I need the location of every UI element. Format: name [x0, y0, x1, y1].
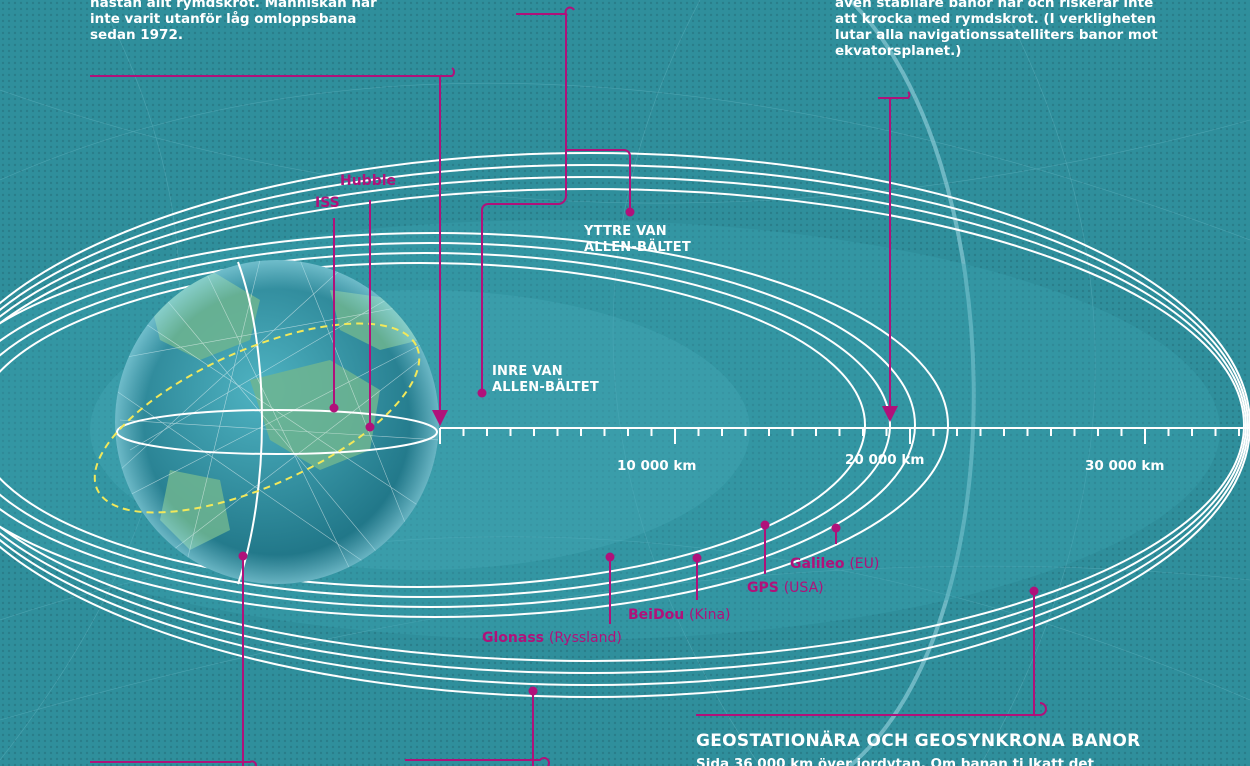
galileo-owner: (EU) — [849, 556, 880, 572]
cut-text: Sida 36 000 km över jordytan. Om banan t… — [696, 756, 1094, 766]
earth-surface-arrow — [432, 410, 448, 426]
belt-label-line: ALLEN-BÄLTET — [584, 240, 691, 255]
earth-meridian — [237, 261, 263, 585]
navigation-orbits — [0, 232, 949, 618]
left-note-line: sedan 1972. — [90, 27, 183, 43]
navigation-shell-outline — [848, 0, 976, 766]
left-note-line: inte varit utanför låg omloppsbana — [90, 11, 357, 27]
callout-dots — [238, 207, 1039, 696]
beidou-name: BeiDou — [628, 607, 685, 623]
right-note-line: lutar alla navigationssatelliters banor … — [835, 27, 1158, 43]
geo-orbits — [0, 152, 1250, 698]
beidou-label: BeiDou (Kina) — [628, 607, 731, 623]
low-orbit-dashed — [93, 322, 421, 514]
glonass-label: Glonass (Ryssland) — [482, 630, 622, 646]
right-note-line: även stabilare banor här och riskerar in… — [835, 0, 1154, 11]
geo-orbits-heading: GEOSTATIONÄRA OCH GEOSYNKRONA BANOR — [696, 731, 1141, 751]
callout-lines — [90, 6, 1047, 766]
scale-label-30000: 30 000 km — [1085, 458, 1165, 474]
right-note: även stabilare banor här och riskerar in… — [835, 0, 1215, 59]
scale-label-10000: 10 000 km — [617, 458, 697, 474]
navigation-orbit-arrow — [882, 406, 898, 422]
gps-label: GPS (USA) — [747, 580, 824, 596]
left-note-line: nästan allt rymdskrot. Människan har — [90, 0, 377, 11]
hubble-label: Hubble — [340, 173, 397, 189]
outer-belt-label: YTTRE VAN ALLEN-BÄLTET — [584, 224, 691, 256]
galileo-label: Galileo (EU) — [790, 556, 879, 572]
belt-label-line: ALLEN-BÄLTET — [492, 380, 599, 395]
earth-globe — [115, 260, 439, 585]
scale-label-20000: 20 000 km — [845, 452, 925, 468]
glonass-owner: (Ryssland) — [548, 630, 622, 646]
inner-belt-label: INRE VAN ALLEN-BÄLTET — [492, 364, 599, 396]
right-note-line: ekvatorsplanet.) — [835, 43, 962, 59]
gps-owner: (USA) — [783, 580, 824, 596]
belt-label-line: YTTRE VAN — [584, 224, 667, 239]
iss-label: ISS — [315, 195, 340, 211]
cut-text-clip: Sida 36 000 km över jordytan. Om banan t… — [696, 756, 1216, 766]
beidou-owner: (Kina) — [689, 607, 731, 623]
earth-equator — [116, 409, 438, 455]
gps-name: GPS — [747, 580, 779, 596]
glonass-name: Glonass — [482, 630, 544, 646]
belt-label-line: INRE VAN — [492, 364, 563, 379]
right-note-line: att krocka med rymdskrot. (I verklighete… — [835, 11, 1156, 27]
distance-scale-ticks — [439, 428, 1240, 444]
galileo-name: Galileo — [790, 556, 845, 572]
left-note: nästan allt rymdskrot. Människan har int… — [90, 0, 420, 43]
